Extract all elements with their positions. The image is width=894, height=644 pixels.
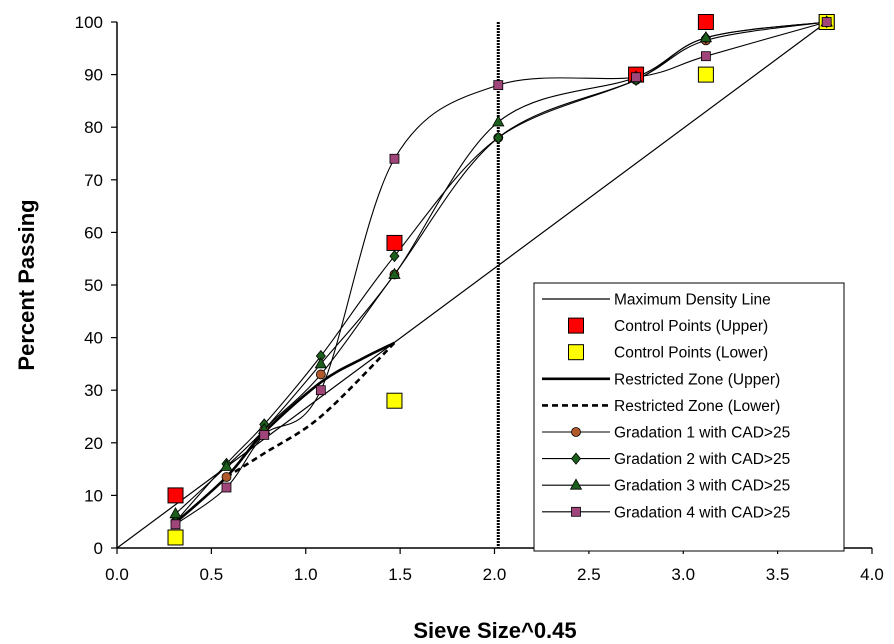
control-point-marker [386, 392, 403, 409]
gradation-point [315, 369, 326, 380]
x-tick-label: 2.5 [577, 565, 601, 584]
legend-label: Control Points (Upper) [614, 318, 768, 335]
legend-label: Restricted Zone (Lower) [614, 398, 780, 415]
y-tick-label: 40 [84, 329, 103, 348]
control-point-marker [167, 529, 184, 546]
plot-markers [167, 14, 835, 546]
legend-label: Gradation 4 with CAD>25 [614, 504, 790, 521]
y-tick-label: 90 [84, 66, 103, 85]
gradation-curve [175, 21, 827, 515]
x-tick-label: 1.0 [294, 565, 318, 584]
gradation-point [170, 519, 181, 530]
y-axis-title: Percent Passing [14, 199, 39, 370]
y-tick-label: 30 [84, 381, 103, 400]
legend-symbol [570, 452, 582, 465]
max-density-line [116, 21, 828, 549]
restricted-zone-upper-line [174, 341, 396, 524]
restricted-zone-lower-line [225, 341, 396, 479]
legend-label: Gradation 2 with CAD>25 [614, 451, 790, 468]
axis-ticks: 0.0 0.5 1.0 1.5 2.0 2.5 3.0 3.5 4.0 0 10 20 30 40 50 60… [75, 13, 884, 584]
gradation-point [314, 357, 328, 369]
y-tick-label: 20 [84, 434, 103, 453]
y-tick-label: 80 [84, 118, 103, 137]
gradation-point [701, 51, 711, 62]
x-tick-label: 0.5 [200, 565, 224, 584]
gradation-point [259, 430, 270, 440]
legend-label: Gradation 1 with CAD>25 [614, 425, 790, 442]
gradation-point [493, 80, 504, 91]
gradation-point [631, 72, 641, 83]
gradation-point [388, 267, 401, 279]
y-tick-label: 70 [84, 171, 103, 190]
control-point-marker [386, 234, 403, 251]
gradation-point [389, 153, 400, 164]
x-tick-label: 3.5 [766, 565, 790, 584]
legend-symbol [571, 506, 581, 517]
x-axis-title: Sieve Size^0.45 [413, 618, 576, 643]
gradation-point [221, 472, 232, 482]
x-tick-label: 3.0 [671, 565, 695, 584]
x-tick-label: 2.0 [483, 565, 507, 584]
y-tick-label: 50 [84, 276, 103, 295]
legend-symbol [568, 317, 584, 334]
legend-symbol [569, 478, 583, 490]
control-point-marker [697, 14, 714, 30]
gradation-point [169, 506, 182, 519]
gradation-point [821, 17, 832, 27]
legend-label: Gradation 3 with CAD>25 [614, 478, 790, 495]
x-tick-label: 4.0 [860, 565, 884, 584]
gradation-point [315, 385, 326, 396]
control-point-marker [167, 487, 184, 504]
legend-symbol [571, 427, 581, 437]
legend-label: Restricted Zone (Upper) [614, 371, 780, 388]
legend-box [533, 282, 845, 552]
gradation-point [220, 459, 233, 471]
y-tick-label: 0 [94, 539, 103, 558]
legend-label: Maximum Density Line [614, 292, 771, 309]
gradation-point [389, 249, 400, 263]
plot-curves [116, 21, 828, 549]
control-point-marker [697, 66, 714, 83]
gradation-point [492, 115, 505, 127]
gradation-point [699, 30, 713, 43]
legend-label: Control Points (Lower) [614, 345, 768, 362]
y-tick-label: 10 [84, 486, 103, 505]
y-tick-label: 60 [84, 223, 103, 242]
x-tick-label: 0.0 [105, 565, 129, 584]
legend: Maximum Density Line Control Points (Uppe… [533, 282, 845, 552]
gradation-point [493, 131, 504, 144]
legend-symbol [568, 344, 584, 361]
gradation-point [221, 482, 232, 493]
y-tick-label: 100 [75, 13, 103, 32]
gradation-curve [175, 21, 827, 523]
x-tick-label: 1.5 [388, 565, 412, 584]
